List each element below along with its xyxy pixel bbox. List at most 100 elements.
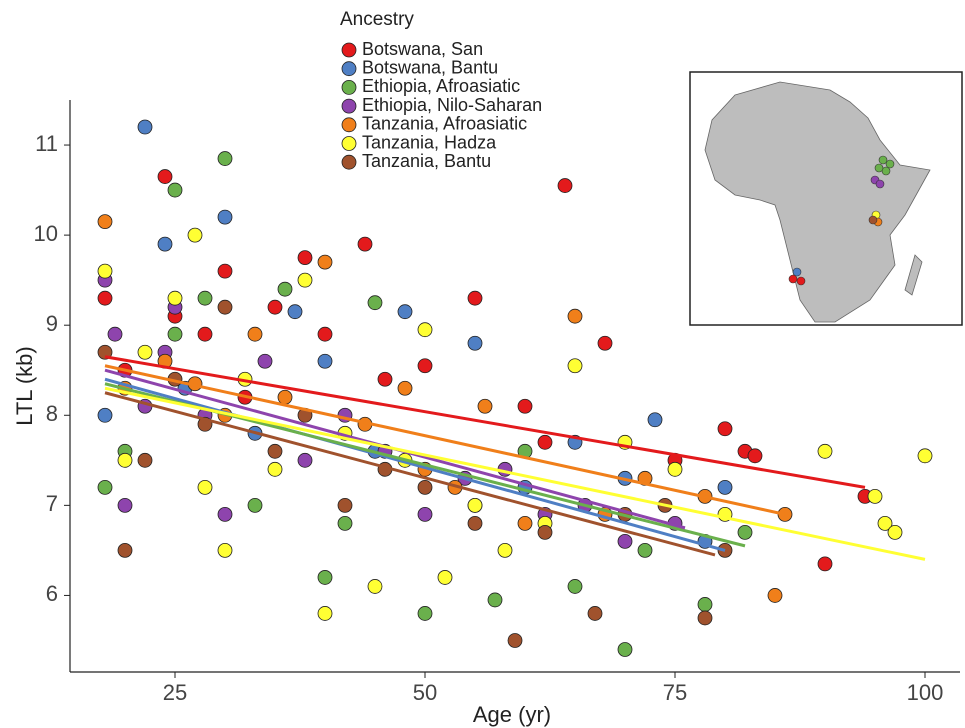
point [357,236,373,252]
point [217,506,233,522]
point [97,263,113,279]
legend-swatch [341,117,357,133]
point [697,597,713,612]
point [297,452,313,468]
map-inset [689,71,963,326]
point [567,358,583,374]
point [107,326,123,342]
x-tick-label: 100 [907,680,944,705]
point [247,497,263,513]
point [137,344,153,360]
point [597,335,613,351]
legend-label: Ethiopia, Afroasiatic [362,76,520,96]
point [157,236,173,252]
legend-swatch [341,61,357,77]
point [267,443,283,459]
africa-map [704,81,931,323]
point [537,434,553,450]
point [317,570,333,585]
point [137,119,153,135]
point [717,479,733,495]
point [97,214,113,230]
point [647,412,663,428]
point [97,479,113,495]
legend-swatch [341,80,357,95]
legend-label: Botswana, San [362,39,483,59]
trend-line [104,364,786,516]
y-tick-label: 7 [46,491,58,516]
point [267,461,283,477]
point [317,254,333,270]
point [517,398,533,414]
point [297,250,313,266]
point [917,448,933,464]
point [117,452,133,468]
plot-area [97,119,933,657]
point [267,299,283,315]
point [487,592,503,608]
legend-swatch [341,98,357,114]
point [317,326,333,342]
point [97,407,113,423]
point [217,151,233,166]
point [377,371,393,387]
point [637,542,653,558]
point [567,579,583,594]
point [617,642,633,657]
point [437,570,453,585]
y-tick-label: 6 [46,581,58,606]
point [337,497,353,513]
point [137,452,153,468]
legend-swatch [341,154,357,170]
point [217,263,233,279]
point [97,344,113,360]
point [217,299,233,315]
y-tick-label: 10 [34,221,58,246]
point [617,533,633,549]
legend-label: Tanzania, Hadza [362,132,497,152]
point [277,281,293,297]
point [747,448,763,464]
point [767,588,783,603]
point [697,610,713,626]
point [417,506,433,522]
point [417,606,433,621]
point [247,326,263,342]
legend-label: Tanzania, Afroasiatic [362,114,527,134]
point [367,579,383,594]
point [877,515,893,531]
point [507,633,523,648]
point [337,515,353,531]
point [97,290,113,306]
point [667,461,683,477]
point [567,308,583,324]
y-tick-label: 9 [46,311,58,336]
x-axis-label: Age (yr) [473,702,551,727]
legend-swatch [341,42,357,58]
point [257,353,273,369]
y-tick-label: 11 [35,131,58,156]
point [467,290,483,306]
point [817,556,833,572]
point [157,169,173,184]
point [417,322,433,338]
point [167,290,183,306]
point [397,380,413,396]
point [417,479,433,495]
point [737,524,753,540]
point [287,304,303,320]
point [887,524,903,540]
point [197,326,213,342]
y-tick-label: 8 [46,401,58,426]
legend-label: Ethiopia, Nilo-Saharan [362,95,542,115]
trend-line [104,355,866,489]
point [587,606,603,621]
trend-line [104,391,716,557]
trend-line [104,386,926,561]
x-tick-label: 25 [163,680,187,705]
point [467,497,483,513]
point [187,227,203,243]
y-axis-label: LTL (kb) [12,346,37,425]
